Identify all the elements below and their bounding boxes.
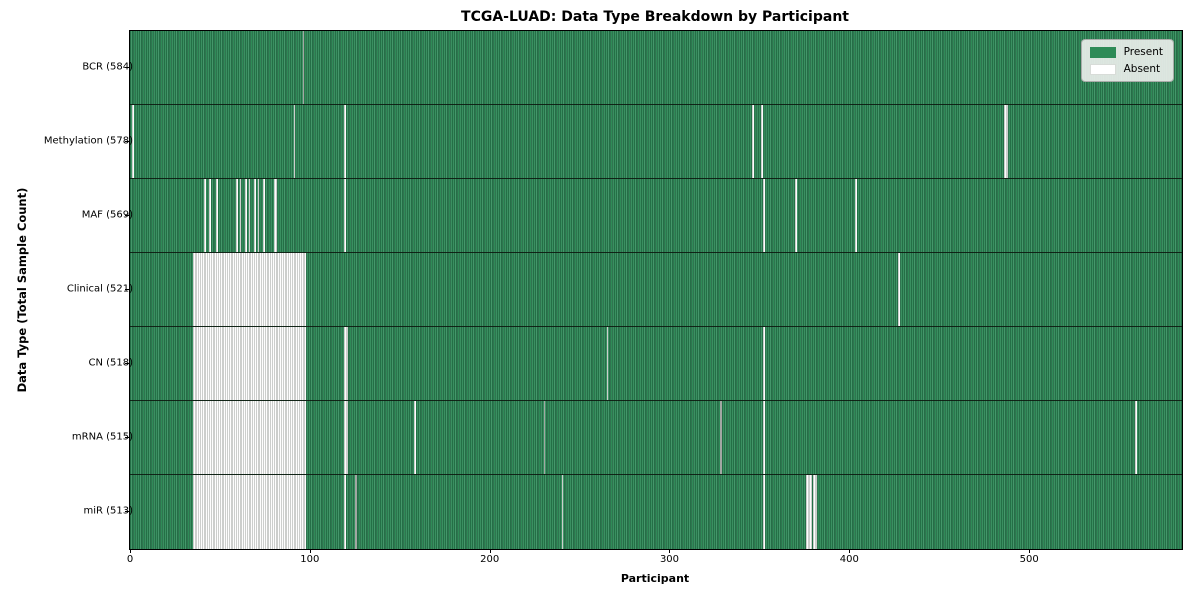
y-tick-label-CN: CN (518) — [88, 357, 133, 369]
y-tick-label-Clinical: Clinical (521) — [66, 283, 133, 295]
legend-swatch-absent-icon — [1089, 63, 1116, 75]
absent-gap — [192, 401, 307, 474]
y-tick-mark — [125, 437, 129, 438]
heatmap-row-BCR — [130, 31, 1182, 105]
absent-gap — [293, 105, 296, 178]
heatmap-row-miR — [130, 475, 1182, 549]
x-tick-mark — [669, 549, 671, 553]
x-tick-mark — [309, 549, 311, 553]
x-tick-mark — [849, 549, 851, 553]
absent-gap — [354, 475, 357, 549]
x-tick-label-0: 0 — [126, 554, 134, 565]
plot-area: Present Absent — [129, 30, 1183, 550]
absent-gap — [606, 327, 609, 400]
absent-gap — [236, 179, 238, 252]
legend: Present Absent — [1080, 39, 1174, 82]
absent-gap — [343, 401, 348, 474]
absent-gap — [209, 179, 211, 252]
absent-gap — [561, 475, 564, 549]
absent-gap — [131, 105, 134, 178]
absent-gap — [762, 475, 765, 549]
absent-gap — [254, 179, 256, 252]
absent-gap — [1135, 401, 1138, 474]
y-axis-label: Data Type (Total Sample Count) — [15, 187, 29, 393]
absent-gap — [897, 253, 900, 326]
absent-gap — [761, 105, 763, 178]
y-tick-label-miR: miR (513) — [83, 505, 133, 517]
heatmap-row-Clinical — [130, 253, 1182, 327]
absent-gap — [752, 105, 754, 178]
absent-gap — [192, 253, 307, 326]
x-axis-label: Participant — [620, 572, 690, 585]
heatmap-row-mRNA — [130, 401, 1182, 475]
x-tick-label-300: 300 — [659, 554, 680, 565]
y-tick-label-BCR: BCR (584) — [82, 61, 133, 73]
absent-gap — [343, 327, 348, 400]
absent-gap — [216, 179, 219, 252]
chart-title: TCGA-LUAD: Data Type Breakdown by Partic… — [461, 9, 849, 25]
x-tick-label-100: 100 — [300, 554, 320, 565]
absent-gap — [343, 105, 346, 178]
legend-item-present: Present — [1089, 46, 1163, 58]
absent-gap — [719, 401, 722, 474]
legend-label-present: Present — [1123, 46, 1163, 58]
absent-gap — [239, 179, 242, 252]
absent-gap — [806, 475, 812, 549]
y-tick-mark — [125, 67, 129, 68]
absent-gap — [263, 179, 265, 252]
heatmap-row-CN — [130, 327, 1182, 401]
absent-gap — [302, 31, 305, 104]
absent-gap — [343, 179, 346, 252]
heatmap-row-Methylation — [130, 105, 1182, 179]
x-tick-label-500: 500 — [1019, 554, 1039, 565]
y-tick-mark — [125, 511, 129, 512]
absent-gap — [192, 475, 307, 549]
absent-gap — [795, 179, 798, 252]
legend-item-absent: Absent — [1089, 63, 1163, 75]
absent-gap — [762, 401, 765, 474]
absent-gap — [248, 179, 251, 252]
legend-label-absent: Absent — [1123, 63, 1161, 75]
y-tick-mark — [125, 363, 129, 364]
y-tick-label-MAF: MAF (569) — [81, 209, 133, 221]
absent-gap — [813, 475, 817, 549]
x-tick-mark — [130, 549, 131, 553]
x-tick-label-200: 200 — [480, 554, 500, 565]
absent-gap — [414, 401, 416, 474]
absent-gap — [854, 179, 857, 252]
y-tick-mark — [125, 141, 129, 142]
absent-gap — [343, 475, 346, 549]
absent-gap — [257, 179, 260, 252]
absent-gap — [203, 179, 206, 252]
absent-gap — [762, 179, 765, 252]
absent-gap — [1003, 105, 1008, 178]
legend-swatch-present-icon — [1089, 46, 1116, 58]
absent-gap — [273, 179, 278, 252]
y-tick-label-Methylation: Methylation (578) — [43, 135, 133, 147]
x-tick-label-400: 400 — [839, 554, 859, 565]
heatmap-row-MAF — [130, 179, 1182, 253]
x-tick-mark — [1029, 549, 1031, 553]
y-tick-label-mRNA: mRNA (515) — [71, 431, 133, 443]
y-tick-mark — [125, 215, 129, 216]
x-tick-mark — [489, 549, 491, 553]
absent-gap — [192, 327, 307, 400]
absent-gap — [762, 327, 765, 400]
y-tick-mark — [125, 289, 129, 290]
absent-gap — [245, 179, 247, 252]
heatmap-rows — [130, 31, 1182, 549]
absent-gap — [543, 401, 546, 474]
